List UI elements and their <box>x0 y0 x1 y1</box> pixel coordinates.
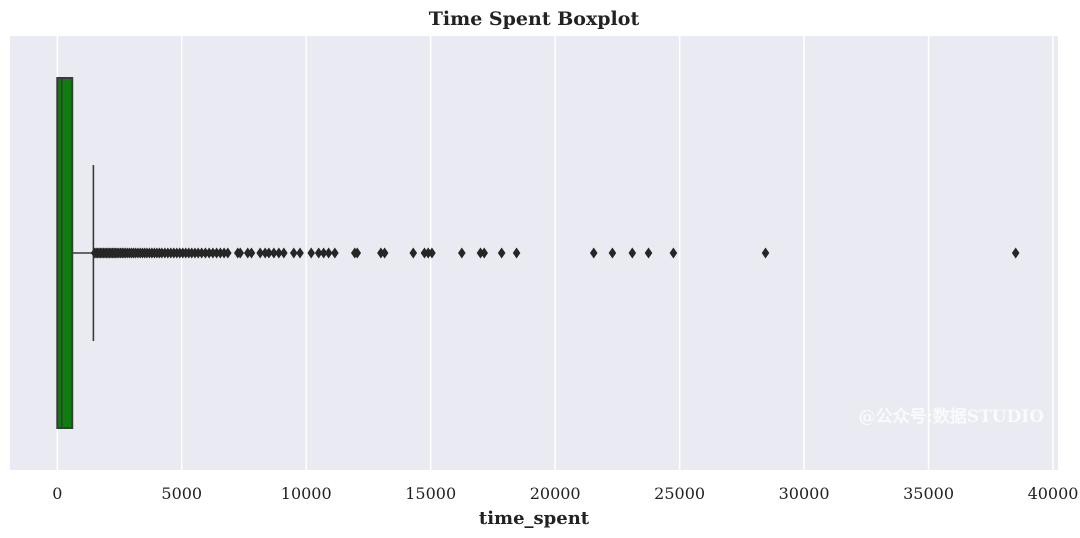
outlier-point <box>331 247 339 259</box>
outlier-point <box>224 247 232 259</box>
outlier-point <box>307 247 316 259</box>
outlier-point <box>247 247 256 259</box>
x-axis-ticks: 0 5000 10000 15000 20000 25000 30000 35000 40000 <box>52 484 1078 503</box>
watermark: @公众号:数据STUDIO <box>858 406 1044 427</box>
outlier-point <box>319 247 328 259</box>
outlier-point <box>497 247 506 259</box>
outlier-point <box>628 247 637 259</box>
outlier-point <box>265 247 273 259</box>
x-tick-label: 10000 <box>281 484 332 503</box>
outlier-point <box>353 247 362 259</box>
iqr-box <box>56 77 74 429</box>
outlier-point <box>236 247 245 259</box>
x-tick-label: 15000 <box>405 484 456 503</box>
x-tick-label: 5000 <box>161 484 202 503</box>
outlier-point <box>280 247 288 259</box>
x-tick-label: 40000 <box>1028 484 1079 503</box>
x-axis-label: time_spent <box>479 508 590 529</box>
outliers <box>90 247 1020 259</box>
outlier-point <box>1011 247 1020 259</box>
outlier-point <box>275 247 283 259</box>
chart-title: Time Spent Boxplot <box>429 8 640 30</box>
outlier-point <box>608 247 617 259</box>
outlier-point <box>644 247 653 259</box>
outlier-point <box>270 247 278 259</box>
outlier-point <box>589 247 598 259</box>
x-tick-label: 25000 <box>654 484 705 503</box>
outlier-point <box>289 247 298 259</box>
outlier-point <box>669 247 678 259</box>
outlier-point <box>409 247 418 259</box>
outlier-point <box>296 247 304 259</box>
x-tick-label: 0 <box>52 484 62 503</box>
outlier-point <box>314 247 323 259</box>
outlier-point <box>512 247 521 259</box>
x-tick-label: 30000 <box>779 484 830 503</box>
outlier-point <box>380 247 389 259</box>
outlier-point <box>256 247 264 259</box>
outlier-point <box>324 247 333 259</box>
outlier-point <box>480 247 489 259</box>
x-tick-label: 20000 <box>530 484 581 503</box>
outlier-point <box>761 247 770 259</box>
outlier-point <box>458 247 466 259</box>
outlier-point <box>428 247 436 259</box>
x-tick-label: 35000 <box>903 484 954 503</box>
